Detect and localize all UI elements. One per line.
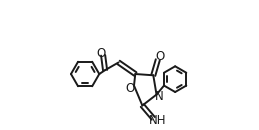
Text: N: N [155,90,164,103]
Text: O: O [126,82,135,95]
Text: O: O [155,50,164,63]
Text: O: O [96,47,106,60]
Text: NH: NH [149,114,167,127]
